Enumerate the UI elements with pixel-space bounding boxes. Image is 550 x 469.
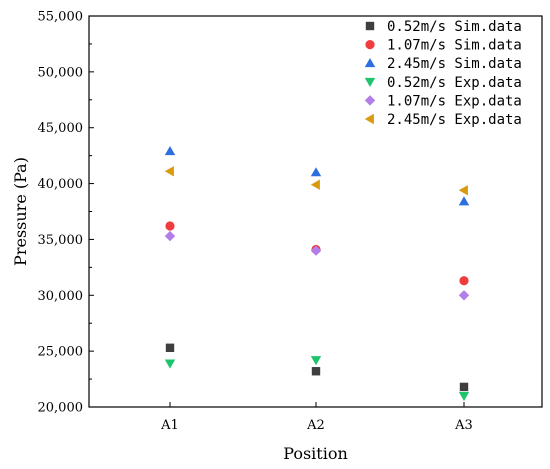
y-tick-label: 30,000 [38, 289, 84, 304]
y-axis-title: Pressure (Pa) [11, 157, 30, 266]
data-point [165, 166, 174, 176]
legend-marker [365, 95, 375, 105]
legend-label: 0.52m/s Sim.data [387, 19, 522, 35]
data-point [165, 231, 175, 241]
data-point [459, 290, 469, 300]
data-point [459, 196, 469, 205]
x-tick-label: A1 [160, 418, 179, 433]
data-point [459, 392, 469, 401]
data-point [312, 367, 320, 375]
legend-label: 0.52m/s Exp.data [387, 75, 522, 91]
legend: 0.52m/s Sim.data 1.07m/s Sim.data 2.45m/s … [365, 19, 522, 128]
legend-label: 1.07m/s Exp.data [387, 93, 522, 109]
data-point [165, 221, 174, 230]
data-point [166, 344, 174, 352]
legend-label: 2.45m/s Sim.data [387, 56, 522, 72]
data-point [311, 356, 321, 365]
legend-marker [365, 58, 375, 67]
x-axis-title: Position [283, 444, 348, 463]
data-point [311, 167, 321, 176]
legend-marker [365, 40, 374, 49]
legend-label: 1.07m/s Sim.data [387, 38, 522, 54]
y-tick-label: 20,000 [38, 401, 84, 416]
data-point [165, 360, 175, 369]
legend-marker [365, 114, 374, 124]
legend-marker [365, 78, 375, 87]
x-tick-label: A3 [454, 418, 473, 433]
data-points [165, 146, 469, 401]
data-point [165, 146, 175, 155]
y-tick-label: 45,000 [38, 121, 84, 136]
y-tick-label: 25,000 [38, 345, 84, 360]
legend-label: 2.45m/s Exp.data [387, 112, 522, 128]
data-point [459, 185, 468, 195]
y-tick-label: 35,000 [38, 233, 84, 248]
y-tick-label: 40,000 [38, 177, 84, 192]
data-point [311, 179, 320, 189]
data-point [460, 383, 468, 391]
y-tick-label: 50,000 [38, 65, 84, 80]
y-tick-label: 55,000 [38, 10, 84, 25]
legend-marker [366, 22, 374, 30]
data-point [459, 276, 468, 285]
x-tick-label: A2 [306, 418, 325, 433]
y-ticks: 20,000 25,000 30,000 35,000 40,000 45,000 50,0… [38, 10, 95, 416]
